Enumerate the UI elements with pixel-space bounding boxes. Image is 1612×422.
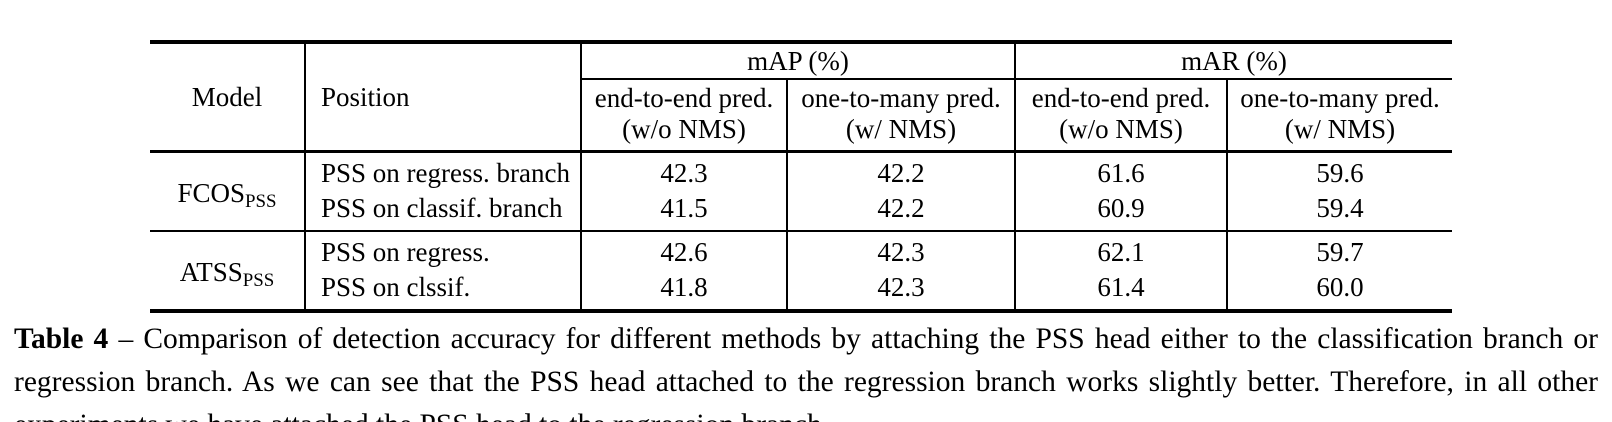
- value-mar-o2m: 59.7: [1225, 231, 1453, 270]
- value-mar-e2e: 60.9: [1014, 191, 1227, 231]
- value-mar-e2e: 61.4: [1014, 270, 1227, 311]
- value-map-e2e: 41.8: [580, 270, 787, 311]
- position-cell: PSS on clssif.: [304, 270, 581, 311]
- subheader-line1: end-to-end pred.: [594, 83, 774, 113]
- value-mar-o2m: 59.4: [1225, 191, 1453, 231]
- table-group-fcos: FCOSPSS PSS on regress. branch 42.3 42.2…: [150, 151, 1453, 231]
- value-map-o2m: 42.3: [786, 231, 1015, 270]
- col-group-mar: mAR (%): [1013, 42, 1453, 80]
- header-row-subcolumns: end-to-end pred. (w/o NMS) one-to-many p…: [150, 79, 1453, 152]
- value-map-e2e: 41.5: [580, 191, 787, 231]
- value-mar-e2e: 61.6: [1014, 151, 1227, 191]
- table-caption: Table 4 – Comparison of detection accura…: [14, 318, 1598, 422]
- subheader-line1: end-to-end pred.: [1031, 83, 1211, 113]
- table-row: PSS on classif. branch 41.5 42.2 60.9 59…: [150, 191, 1453, 231]
- col-header-map-o2m: one-to-many pred. (w/ NMS): [786, 79, 1015, 152]
- col-header-position: Position: [304, 42, 581, 152]
- value-map-o2m: 42.2: [786, 151, 1015, 191]
- col-header-mar-o2m: one-to-many pred. (w/ NMS): [1225, 79, 1453, 152]
- caption-text: Comparison of detection accuracy for dif…: [14, 323, 1598, 422]
- value-map-e2e: 42.6: [580, 231, 787, 270]
- table-group-atss: ATSSPSS PSS on regress. 42.6 42.3 62.1 5…: [150, 231, 1453, 311]
- value-map-e2e: 42.3: [580, 151, 787, 191]
- value-mar-o2m: 60.0: [1225, 270, 1453, 311]
- subheader-line2: (w/o NMS): [1059, 114, 1183, 144]
- results-table: Model Position mAP (%) mAR (%) end-to-en…: [150, 40, 1453, 313]
- table-header: Model Position mAP (%) mAR (%) end-to-en…: [150, 42, 1453, 152]
- caption-dash: –: [118, 323, 134, 355]
- model-name: ATSS: [179, 256, 243, 287]
- table-row: ATSSPSS PSS on regress. 42.6 42.3 62.1 5…: [150, 231, 1453, 290]
- value-map-o2m: 42.3: [786, 270, 1015, 311]
- model-name: FCOS: [177, 177, 245, 208]
- table-row: PSS on clssif. 41.8 42.3 61.4 60.0: [150, 270, 1453, 311]
- caption-label: Table 4: [14, 323, 109, 355]
- subheader-line2: (w/ NMS): [845, 114, 957, 144]
- model-cell-atss: ATSSPSS: [150, 231, 305, 311]
- position-cell: PSS on classif. branch: [304, 191, 581, 231]
- value-mar-o2m: 59.6: [1225, 151, 1453, 191]
- position-cell: PSS on regress.: [304, 231, 581, 270]
- value-mar-e2e: 62.1: [1014, 231, 1227, 270]
- model-cell-fcos: FCOSPSS: [150, 152, 305, 232]
- subheader-line2: (w/ NMS): [1284, 114, 1396, 144]
- table-row: FCOSPSS PSS on regress. branch 42.3 42.2…: [150, 151, 1453, 211]
- col-header-map-e2e: end-to-end pred. (w/o NMS): [580, 79, 787, 152]
- value-map-o2m: 42.2: [786, 191, 1015, 231]
- header-row-groups: Model Position mAP (%) mAR (%): [150, 42, 1453, 152]
- model-subscript: PSS: [245, 190, 277, 212]
- subheader-line1: one-to-many pred.: [1240, 83, 1440, 113]
- subheader-line2: (w/o NMS): [622, 114, 746, 144]
- col-header-mar-e2e: end-to-end pred. (w/o NMS): [1014, 79, 1227, 152]
- col-header-model: Model: [191, 81, 263, 112]
- position-cell: PSS on regress. branch: [304, 151, 581, 191]
- col-group-map: mAP (%): [580, 42, 1015, 80]
- model-subscript: PSS: [242, 269, 275, 291]
- subheader-line1: one-to-many pred.: [801, 83, 1001, 113]
